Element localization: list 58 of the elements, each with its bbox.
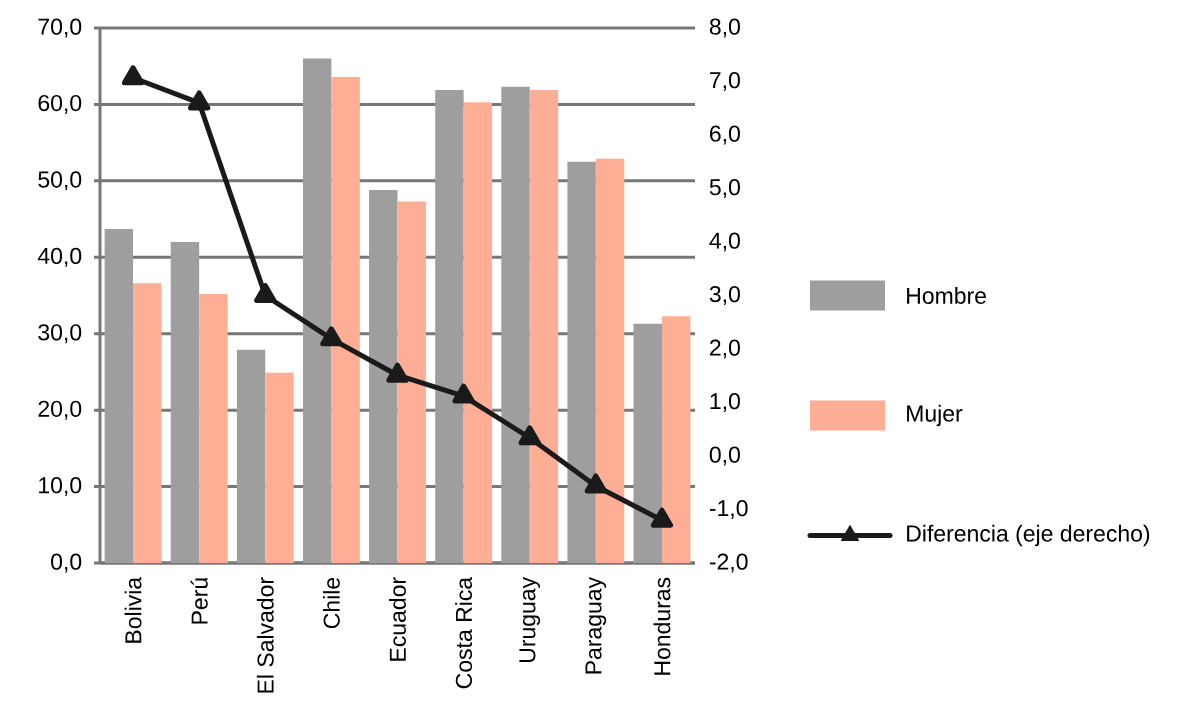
bar <box>369 190 398 563</box>
bar <box>265 372 294 563</box>
bar <box>595 158 625 563</box>
bar <box>501 86 530 563</box>
y2-tick-label: 1,0 <box>710 393 740 412</box>
x-tick-label: Paraguay <box>585 576 607 674</box>
y-tick-label: 30,0 <box>38 324 82 344</box>
y-tick-label: 40,0 <box>37 247 82 267</box>
bar <box>331 76 360 563</box>
x-tick-label: Bolivia <box>124 576 142 643</box>
x-tick-label: Uruguay <box>519 576 541 663</box>
bar <box>463 102 493 563</box>
y2-tick-label: -1,0 <box>709 500 748 519</box>
bar <box>104 229 134 563</box>
point <box>584 473 607 494</box>
y-tick-label: 0,0 <box>51 553 82 573</box>
bar <box>397 201 426 563</box>
y2-tick-label: -2,0 <box>709 553 748 573</box>
x-tick-label: Chile <box>322 577 340 629</box>
bar <box>567 161 596 563</box>
point <box>386 362 409 383</box>
bar <box>199 293 228 563</box>
y2-tick-label: 8,0 <box>709 18 740 38</box>
point <box>650 507 674 528</box>
legend-label: Mujer <box>907 404 963 427</box>
legend-label: Diferencia (eje derecho) <box>907 524 1150 547</box>
y-tick-label: 70,0 <box>38 18 82 38</box>
x-tick-label: Ecuador <box>389 577 406 661</box>
point <box>254 283 277 303</box>
y-tick-label: 20,0 <box>38 400 82 420</box>
bar <box>633 323 662 563</box>
bar <box>133 283 162 563</box>
x-tick-label: Honduras <box>653 577 671 675</box>
y-tick-label: 10,0 <box>39 477 82 497</box>
x-tick-label: El Salvador <box>256 577 274 693</box>
y2-tick-label: 3,0 <box>709 285 740 305</box>
y-tick-label: 60,0 <box>38 94 82 114</box>
y2-tick-label: 7,0 <box>710 71 740 91</box>
bar <box>302 58 332 563</box>
bar <box>435 89 464 563</box>
y2-tick-label: 2,0 <box>710 339 740 359</box>
point <box>320 326 343 347</box>
point <box>121 65 145 86</box>
y2-tick-label: 0,0 <box>709 446 740 466</box>
x-tick-label: Perú <box>190 578 208 624</box>
y2-tick-label: 4,0 <box>709 232 740 252</box>
bar <box>661 316 691 563</box>
point <box>518 425 541 446</box>
bar <box>170 242 200 563</box>
point <box>188 90 211 111</box>
x-tick-label: Costa Rica <box>455 576 473 689</box>
y-tick-label: 50,0 <box>38 171 82 191</box>
legend-label: Hombre <box>907 287 986 304</box>
point <box>452 383 475 404</box>
y2-tick-label: 5,0 <box>709 178 740 198</box>
bar <box>529 89 559 563</box>
bar <box>236 349 266 563</box>
y2-tick-label: 6,0 <box>710 125 740 145</box>
